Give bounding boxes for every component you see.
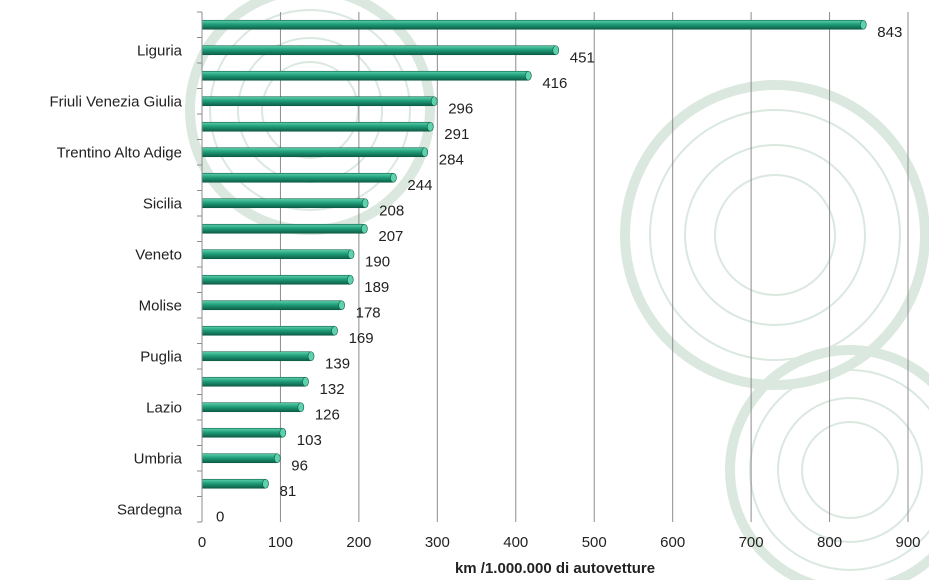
bar [201,121,431,132]
bar-cap [426,121,434,132]
data-label: 169 [349,330,374,347]
data-label: 81 [280,483,297,500]
bar [201,172,394,183]
bar [201,402,302,413]
data-label: 284 [439,151,464,168]
bar [201,45,557,56]
category-label: Trentino Alto Adige [57,144,182,161]
data-label: 451 [570,49,595,66]
x-tick-label: 0 [198,534,206,551]
axes: 0 100 200 300 400 500 600 700 800 900 [197,11,921,551]
data-label: 0 [216,508,224,525]
data-label: 178 [356,304,381,321]
watermark-ring [749,369,929,571]
x-tick-label: 200 [346,534,371,551]
bar-cap [331,325,338,336]
data-label: 139 [325,355,350,372]
watermark-ring [237,37,383,183]
watermark-ring [714,174,836,296]
category-label: Liguria [137,42,183,59]
bar [201,96,435,107]
data-label: 843 [877,24,902,41]
watermark-ring [185,0,435,235]
category-label: Sardegna [117,501,183,518]
bar [201,300,342,311]
data-label: 416 [542,75,567,92]
category-label: Veneto [135,246,182,263]
bar-cap [274,453,281,464]
bar [201,351,312,362]
x-tick-label: 500 [582,534,607,551]
bar-cap [552,45,560,56]
x-tick-label: 100 [268,534,293,551]
category-label: Friuli Venezia Giulia [49,93,182,110]
bar-cap [430,96,438,107]
watermark-ring [777,397,923,543]
bar-cap [338,300,345,311]
bar [201,274,351,285]
x-tick-label: 300 [425,534,450,551]
bar-cap [361,198,369,209]
bar [201,453,278,464]
bar [201,147,426,158]
watermark-ring [649,109,901,361]
data-label: 126 [315,406,340,423]
x-tick-label: 900 [895,534,920,551]
bar [201,427,284,438]
data-label: 189 [364,279,389,296]
bar-cap [262,478,269,489]
data-label: 96 [291,457,308,474]
data-label: 190 [365,253,390,270]
category-label: Puglia [140,348,182,365]
data-label: 296 [448,100,473,117]
data-label: 132 [320,381,345,398]
x-tick-label: 400 [503,534,528,551]
data-label: 244 [407,177,432,194]
data-label: 207 [378,228,403,245]
bar [201,223,365,234]
bar-cap [279,427,287,438]
data-label: 208 [379,202,404,219]
bar-cap [346,274,354,285]
bar-cap [297,402,305,413]
bar-cap [361,223,368,234]
x-axis-title: km /1.000.000 di autovetture [455,560,655,577]
bar [201,325,335,336]
bar [201,19,864,30]
data-label: 291 [444,126,469,143]
bar-cap [421,147,429,158]
category-label: Lazio [146,399,182,416]
watermark-ring [620,80,929,390]
bars [201,19,867,489]
category-label: Sicilia [143,195,183,212]
category-label: Molise [139,297,182,314]
watermark-ring [261,61,359,159]
category-label: Umbria [134,450,183,467]
x-tick-label: 800 [817,534,842,551]
bar [201,70,529,81]
x-tick-label: 600 [660,534,685,551]
x-tick-label: 700 [739,534,764,551]
watermark-ring [209,9,411,211]
bar-cap [347,249,355,260]
bar-cap [390,172,397,183]
watermark-ring [725,345,929,580]
bar [201,478,266,489]
bar [201,376,306,387]
watermark-ring [684,144,866,326]
labels: 843 451 Liguria 416 296 Friuli Venezia Giulia… [49,24,902,526]
watermark-ring [801,421,899,519]
bar [201,198,366,209]
bar-cap [307,351,315,362]
data-label: 103 [297,432,322,449]
bar-cap [859,19,867,30]
bar-cap [302,376,309,387]
bar-cap [525,70,532,81]
bar [201,249,352,260]
